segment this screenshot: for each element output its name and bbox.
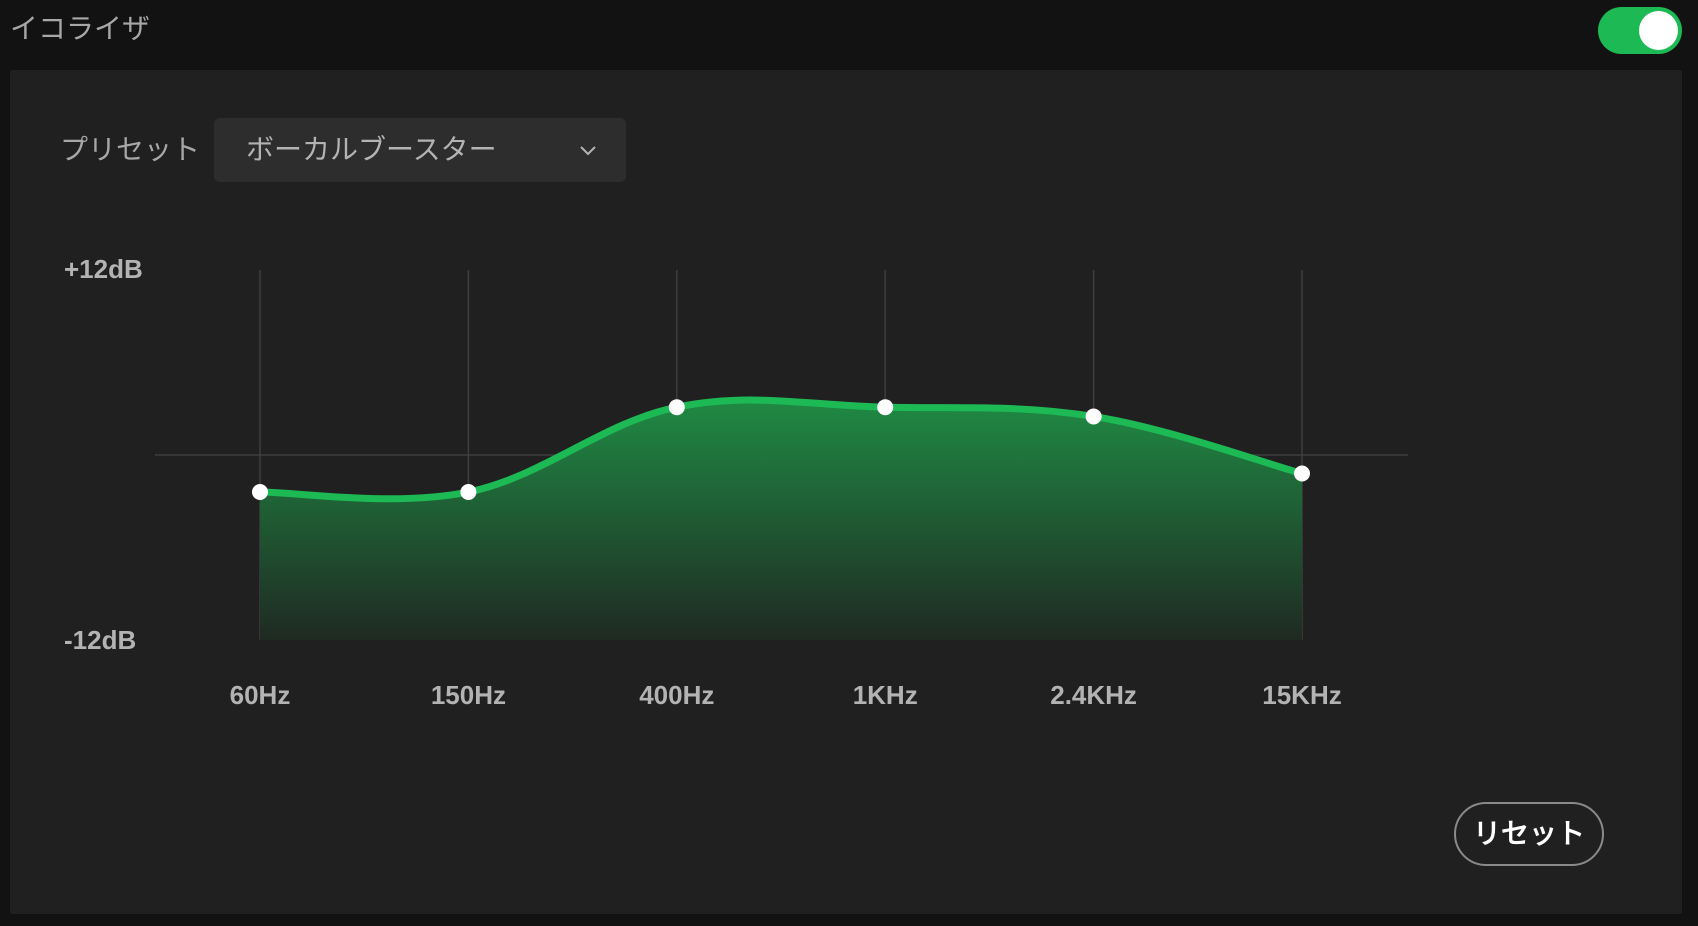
eq-area [260, 400, 1302, 640]
eq-curve-line [256, 396, 1306, 503]
x-label-2: 400Hz [639, 680, 714, 710]
equalizer-toggle[interactable] [1598, 7, 1682, 54]
x-label-5: 15KHz [1262, 680, 1341, 710]
preset-selected-value: ボーカルブースター [246, 133, 497, 166]
y-label-bottom: -12dB [64, 625, 136, 655]
x-label-0: 60Hz [230, 680, 291, 710]
chevron-down-icon [580, 146, 596, 156]
eq-chart: +12dB -12dB 60Hz 150Hz 400Hz 1KHz 2.4KHz 15KH… [64, 254, 1408, 710]
eq-band-handle-15KHz[interactable] [1294, 465, 1310, 482]
eq-band-handle-400Hz[interactable] [668, 399, 685, 416]
eq-band-handle-60Hz[interactable] [252, 484, 268, 500]
eq-band-handle-2.4KHz[interactable] [1085, 408, 1102, 425]
equalizer-panel: プリセット ボーカルブースター +12dB -12dB 60Hz 150Hz 400… [10, 70, 1682, 914]
equalizer-title: イコライザ [10, 12, 151, 45]
x-axis-labels: 60Hz 150Hz 400Hz 1KHz 2.4KHz 15KHz [230, 680, 1342, 710]
preset-dropdown[interactable]: ボーカルブースター [214, 118, 626, 182]
y-label-top: +12dB [64, 254, 143, 284]
preset-label: プリセット [60, 133, 201, 166]
toggle-knob [1639, 11, 1678, 50]
reset-button[interactable]: リセット [1454, 802, 1604, 866]
x-label-4: 2.4KHz [1050, 680, 1137, 710]
x-label-1: 150Hz [431, 680, 506, 710]
eq-band-handle-150Hz[interactable] [460, 484, 477, 500]
eq-band-handles [252, 399, 1310, 500]
eq-band-handle-1KHz[interactable] [877, 399, 894, 416]
x-label-3: 1KHz [853, 680, 918, 710]
